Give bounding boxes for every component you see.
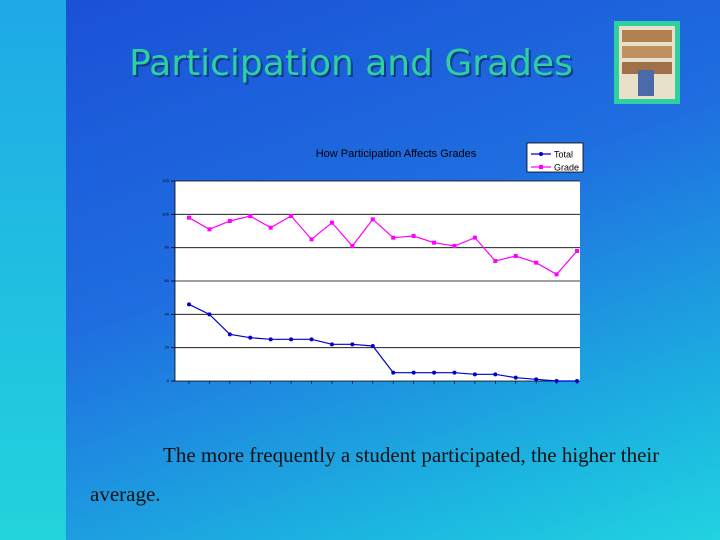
slide-title: Participation and Grades: [129, 43, 573, 84]
caption: The more frequently a student participat…: [90, 443, 660, 506]
point: [289, 214, 294, 218]
point: [534, 260, 539, 265]
point: [329, 220, 334, 225]
point: [452, 370, 457, 375]
point: [575, 379, 579, 383]
point: [268, 337, 273, 342]
point: [350, 244, 355, 248]
point: [472, 372, 477, 377]
chart-title: How Participation Affects Grades: [316, 148, 477, 160]
photo-row: [622, 62, 672, 74]
point: [350, 342, 355, 347]
point: [554, 379, 559, 383]
legend-marker: [539, 152, 543, 156]
photo-row: [622, 30, 672, 42]
slide-title-shadow: Participation and Grades: [131, 45, 575, 86]
point: [513, 375, 518, 380]
point: [452, 244, 457, 248]
point: [248, 214, 253, 218]
point: [187, 215, 191, 220]
photo-figure: [638, 70, 654, 96]
legend-marker: [539, 165, 543, 169]
y-tick-label: 0: [167, 378, 170, 383]
point: [432, 370, 437, 375]
photo-icon: [614, 21, 680, 104]
series-line: [188, 215, 578, 276]
point: [472, 235, 477, 240]
point: [534, 377, 539, 382]
point: [309, 337, 314, 342]
y-tick-label: 100: [162, 211, 169, 216]
side-stripe: [0, 0, 66, 540]
point: [513, 254, 518, 258]
point: [248, 335, 253, 340]
point: [370, 344, 375, 348]
point: [370, 217, 375, 222]
y-tick-label: 40: [165, 311, 170, 316]
point: [227, 219, 232, 223]
point: [309, 237, 314, 242]
point: [411, 370, 416, 375]
point: [187, 302, 191, 307]
series-line: [188, 303, 577, 382]
point: [575, 249, 579, 253]
y-tick-label: 20: [165, 345, 170, 350]
point: [493, 372, 498, 377]
point: [493, 259, 498, 263]
point: [411, 234, 416, 238]
point: [432, 240, 437, 245]
legend-label: Grade: [554, 162, 579, 172]
point: [391, 370, 396, 375]
point: [329, 342, 334, 347]
y-tick-label: 120: [162, 178, 169, 183]
photo-row: [622, 46, 672, 58]
point: [227, 332, 232, 337]
legend-label: Total: [554, 149, 573, 159]
point: [289, 337, 294, 342]
point: [268, 225, 273, 230]
point: [554, 272, 559, 277]
point: [207, 312, 212, 317]
y-tick-label: 60: [165, 278, 170, 283]
point: [207, 227, 212, 232]
point: [391, 235, 396, 240]
y-tick-label: 80: [165, 245, 170, 250]
